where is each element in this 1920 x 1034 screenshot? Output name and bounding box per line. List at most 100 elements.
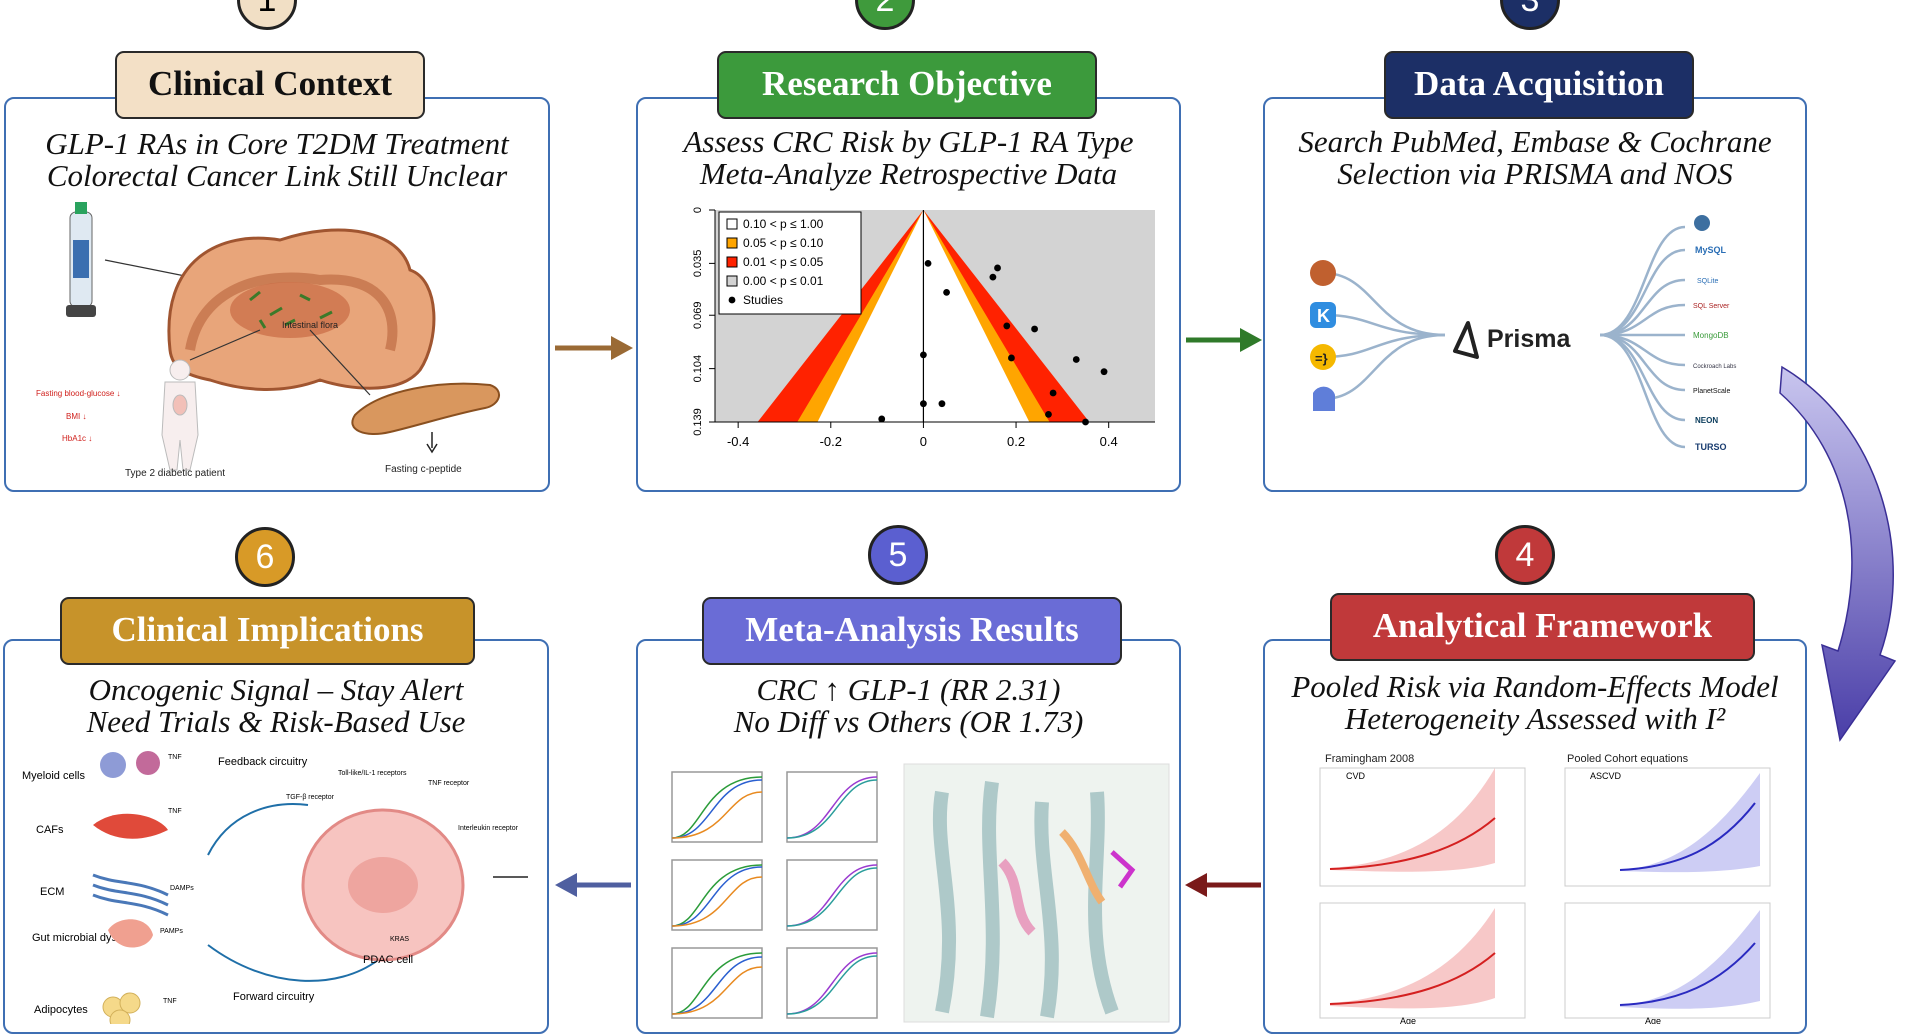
arrow-4-to-5 bbox=[1185, 873, 1261, 897]
panel-subtitle-5: CRC ↑ GLP-1 (RR 2.31) No Diff vs Others … bbox=[636, 674, 1181, 738]
legend-swatch-4 bbox=[728, 296, 736, 304]
gut-illustration: Intestinal flora Fasting blood-glucose ↓… bbox=[36, 202, 500, 479]
legend-label-1: 0.05 < p ≤ 0.10 bbox=[743, 236, 824, 250]
db-sqlite: SQLite bbox=[1697, 278, 1719, 285]
study-point-3 bbox=[989, 273, 997, 281]
legend-swatch-2 bbox=[726, 256, 738, 268]
legend-label-3: 0.00 < p ≤ 0.01 bbox=[743, 274, 824, 288]
study-point-14 bbox=[1045, 410, 1052, 418]
panel-title-4: Analytical Framework bbox=[1330, 593, 1755, 661]
framingham-label: Framingham 2008 bbox=[1325, 753, 1414, 765]
pdac-label: PDAC cell bbox=[363, 954, 413, 966]
x-tick-label-2: 0 bbox=[920, 434, 927, 449]
panel-subtitle-6: Oncogenic Signal – Stay Alert Need Trial… bbox=[3, 674, 549, 738]
risk-panel-top-right: ASCVD bbox=[1564, 767, 1771, 887]
study-point-6 bbox=[1031, 325, 1038, 333]
step-badge-2: 2 bbox=[855, 0, 915, 30]
panel-title-6: Clinical Implications bbox=[60, 597, 475, 665]
step-badge-1: 1 bbox=[237, 0, 297, 30]
database-icon-3 bbox=[1310, 344, 1336, 370]
legend-box bbox=[718, 211, 862, 315]
study-point-4 bbox=[943, 288, 950, 296]
prisma-network: K =} Prisma MySQL SQLite SQL Server Mong… bbox=[1310, 215, 1736, 452]
svg-text:=}: =} bbox=[1315, 351, 1328, 366]
panel-subtitle-4: Pooled Risk via Random-Effects Model Het… bbox=[1263, 671, 1807, 735]
svg-text:K: K bbox=[1317, 306, 1330, 326]
study-point-12 bbox=[920, 400, 927, 408]
il-receptor-label: Interleukin receptor bbox=[458, 825, 519, 832]
db-turso: TURSO bbox=[1695, 442, 1727, 452]
tnf-label-2: TNF bbox=[168, 808, 182, 815]
y-tick-label-1: 0.035 bbox=[692, 250, 704, 278]
cafs-label: CAFs bbox=[36, 824, 64, 836]
step-badge-3: 3 bbox=[1500, 0, 1560, 30]
db-mysql: MySQL bbox=[1695, 245, 1727, 255]
subtitle-1-line2: Colorectal Cancer Link Still Unclear bbox=[46, 158, 508, 193]
legend-label-4: Studies bbox=[743, 293, 783, 307]
myeloid-label: Myeloid cells bbox=[22, 770, 85, 782]
panel-data-acquisition bbox=[1263, 97, 1807, 492]
arrow-5-to-6 bbox=[555, 873, 631, 897]
study-point-1 bbox=[924, 259, 932, 267]
panel-title-1: Clinical Context bbox=[115, 51, 425, 119]
db-cockroach: Cockroach Labs bbox=[1693, 364, 1736, 370]
risk-curves-figure: Framingham 2008 Pooled Cohort equations … bbox=[1319, 753, 1771, 1024]
panel-title-5: Meta-Analysis Results bbox=[702, 597, 1122, 665]
legend-swatch-1 bbox=[726, 237, 738, 249]
x-tick-label-3: 0.2 bbox=[1007, 434, 1025, 449]
pen-injector-icon bbox=[66, 202, 96, 317]
panel-title-2: Research Objective bbox=[717, 51, 1097, 119]
db-neon: NEON bbox=[1695, 416, 1718, 425]
tnf-receptor-label: TNF receptor bbox=[428, 780, 470, 787]
prisma-label: Prisma bbox=[1487, 325, 1571, 353]
subtitle-6-line2: Need Trials & Risk-Based Use bbox=[86, 704, 466, 739]
caf-cell-icon bbox=[93, 813, 168, 839]
age-label-right: Age bbox=[1645, 1016, 1661, 1024]
study-point-11 bbox=[1049, 389, 1057, 397]
study-point-13 bbox=[938, 400, 946, 408]
prisma-logo-icon bbox=[1453, 321, 1479, 359]
c-peptide-label: Fasting c-peptide bbox=[385, 464, 462, 475]
myeloid-cell-icon bbox=[100, 752, 126, 778]
study-point-7 bbox=[1008, 354, 1015, 362]
database-icon-4 bbox=[1313, 386, 1335, 411]
subtitle-5-line1: CRC ↑ GLP-1 (RR 2.31) bbox=[756, 672, 1061, 707]
kras-label: KRAS bbox=[390, 936, 409, 943]
arrow-2-to-3 bbox=[1186, 328, 1262, 352]
risk-panel-top-left: CVD bbox=[1319, 767, 1526, 887]
step-badge-5: 5 bbox=[868, 525, 928, 585]
tnf-label-3: TNF bbox=[163, 998, 177, 1005]
subtitle-6-line1: Oncogenic Signal – Stay Alert bbox=[88, 672, 464, 707]
tlr-label: Toll-like/IL-1 receptors bbox=[338, 770, 407, 777]
ascvd-label: ASCVD bbox=[1590, 771, 1622, 781]
step-badge-6: 6 bbox=[235, 527, 295, 587]
bmi-label: BMI ↓ bbox=[66, 412, 86, 421]
glucose-label: Fasting blood-glucose ↓ bbox=[36, 389, 121, 398]
study-point-2 bbox=[994, 264, 1001, 272]
subtitle-2-line2: Meta-Analyze Retrospective Data bbox=[699, 156, 1118, 191]
legend-label-2: 0.01 < p ≤ 0.05 bbox=[743, 255, 824, 269]
database-icon-1 bbox=[1310, 260, 1336, 286]
y-tick-label-0: 0 bbox=[692, 207, 704, 213]
db-planetscale: PlanetScale bbox=[1693, 388, 1730, 395]
subtitle-1-line1: GLP-1 RAs in Core T2DM Treatment bbox=[45, 126, 509, 161]
ecm-fibers-icon bbox=[92, 873, 169, 917]
gut-icon bbox=[108, 919, 153, 948]
pooled-label: Pooled Cohort equations bbox=[1567, 753, 1689, 765]
panel-subtitle-3: Search PubMed, Embase & Cochrane Selecti… bbox=[1263, 126, 1807, 190]
flora-label: Intestinal flora bbox=[282, 320, 338, 330]
patient-label: Type 2 diabetic patient bbox=[125, 468, 225, 479]
step-badge-4: 4 bbox=[1495, 525, 1555, 585]
x-tick-label-0: -0.4 bbox=[727, 434, 749, 449]
intestine-icon bbox=[167, 228, 436, 391]
subtitle-3-line2: Selection via PRISMA and NOS bbox=[1337, 156, 1733, 191]
y-tick-label-4: 0.139 bbox=[692, 408, 704, 436]
pancreas-icon bbox=[351, 382, 500, 436]
adipocytes-label: Adipocytes bbox=[34, 1004, 88, 1016]
x-tick-label-1: -0.2 bbox=[820, 434, 842, 449]
study-point-9 bbox=[1100, 368, 1108, 376]
adipocyte-icon bbox=[102, 992, 141, 1024]
risk-panel-bottom-left bbox=[1319, 902, 1526, 1019]
subtitle-4-line1: Pooled Risk via Random-Effects Model bbox=[1291, 669, 1779, 704]
arrow-3-to-4 bbox=[1779, 365, 1897, 742]
